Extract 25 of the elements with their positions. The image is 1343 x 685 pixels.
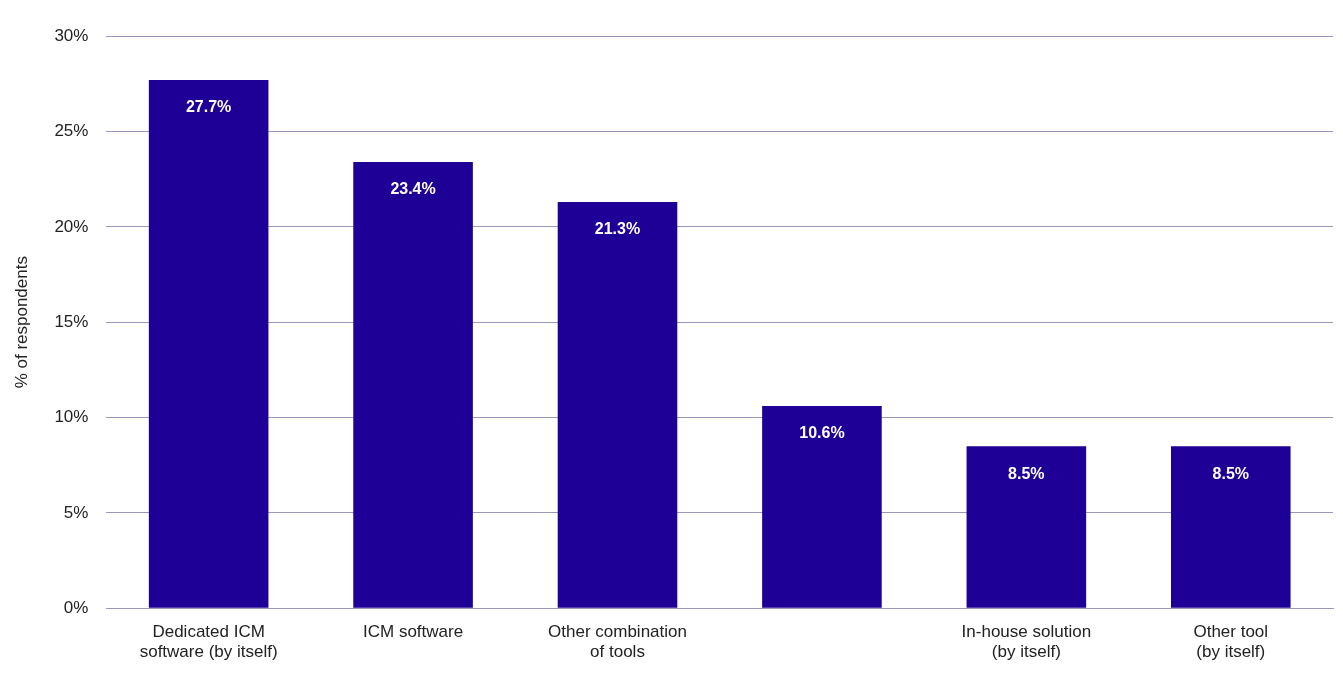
x-tick-label: In-house solution (by itself) [961, 622, 1092, 662]
data-label: 21.3% [594, 220, 641, 238]
bar [1170, 446, 1291, 608]
bar [353, 162, 473, 608]
y-tick-label: 20% [54, 216, 89, 236]
bar [557, 202, 678, 608]
y-tick-label: 10% [54, 407, 89, 427]
y-tick-label: 25% [54, 121, 89, 141]
x-tick-label: Other combination of tools [548, 622, 687, 662]
bar [762, 406, 882, 608]
y-tick-label: 30% [54, 25, 89, 45]
y-axis-title: % of respondents [11, 256, 31, 389]
bar [966, 446, 1087, 608]
data-label: 27.7% [185, 98, 232, 116]
data-label: 23.4% [390, 180, 436, 198]
y-tick-label: 0% [63, 597, 89, 617]
x-tick-label: Other tool (by itself) [1193, 622, 1269, 662]
x-tick-label: Dedicated ICM software (by itself) [139, 622, 278, 662]
data-label: 8.5% [1212, 464, 1250, 482]
data-label: 10.6% [799, 424, 845, 442]
x-tick-label: ICM software [363, 622, 464, 642]
bar [148, 80, 269, 608]
y-tick-label: 15% [54, 311, 89, 331]
data-label: 8.5% [1008, 464, 1045, 482]
y-tick-label: 5% [63, 502, 89, 522]
